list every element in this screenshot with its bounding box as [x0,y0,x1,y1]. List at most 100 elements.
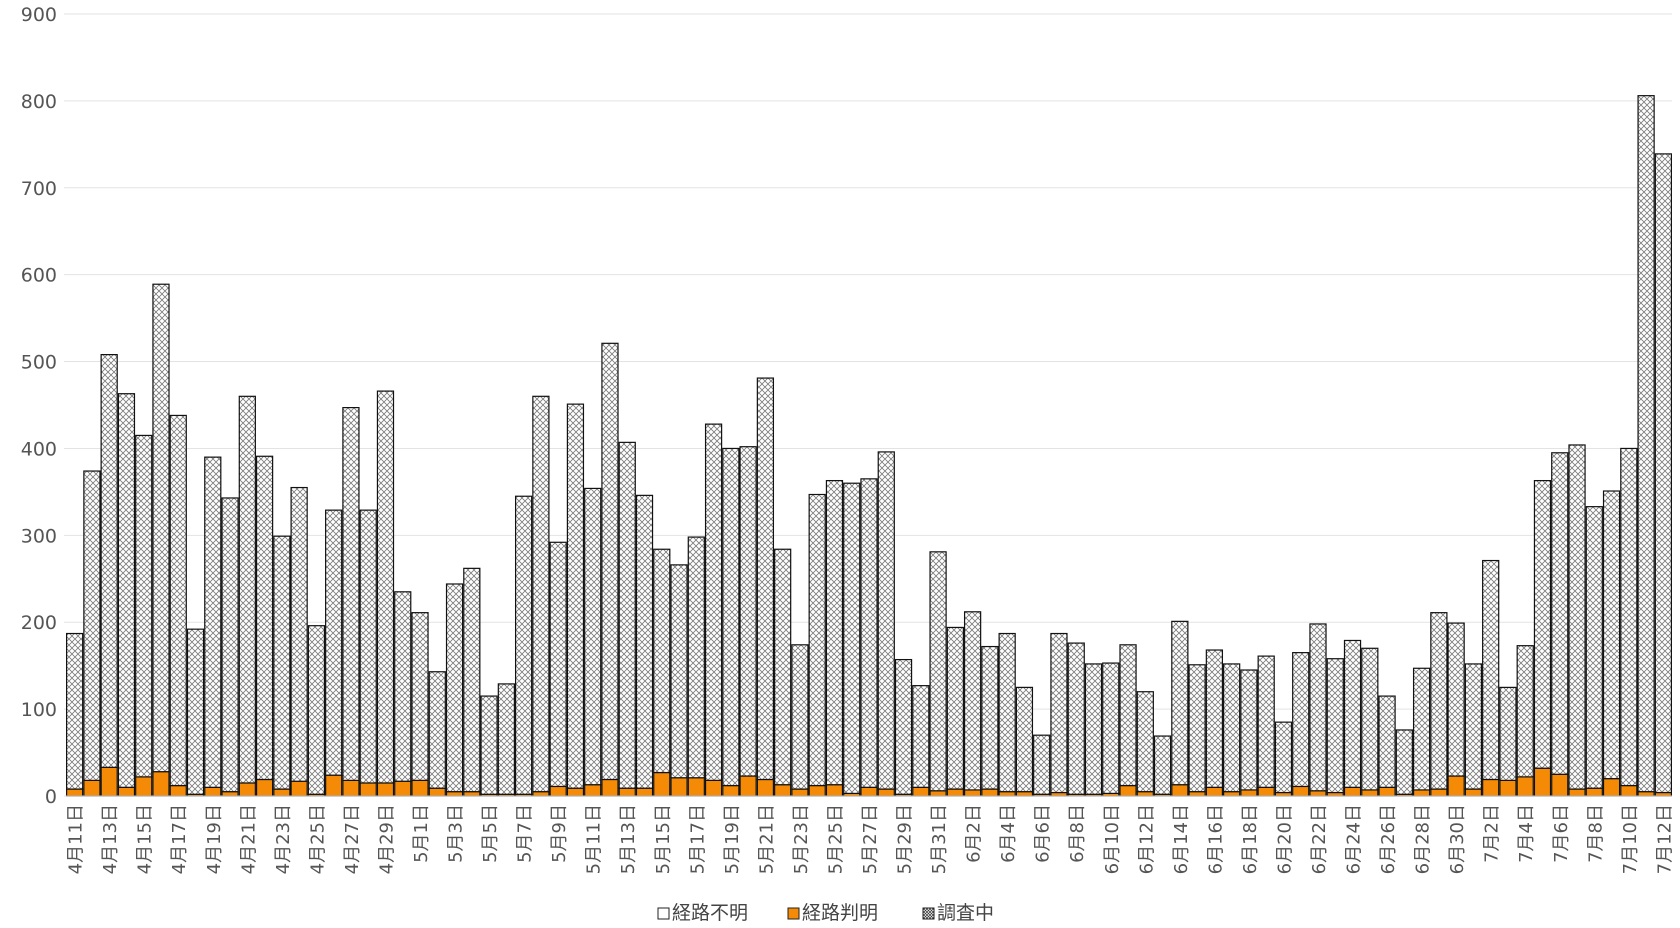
bar-segment [411,612,429,781]
bar-segment [1015,791,1034,797]
bar-segment [756,778,775,797]
legend-swatch [787,907,800,920]
bar-segment [1551,452,1569,775]
bar-segment [411,779,429,797]
bar-segment [1257,786,1275,797]
bar-segment [342,407,360,781]
bar-segment [1223,663,1241,793]
y-tick-label: 900 [21,4,57,26]
bar-segment [135,434,153,778]
x-tick-label: 4月21日 [238,804,259,874]
bar-segment [1240,789,1258,797]
bar-segment [825,479,844,786]
x-tick-label: 4月23日 [273,804,294,874]
bar-segment [635,494,654,789]
bar-segment [1309,790,1327,797]
bar-segment [946,788,964,797]
bar-segment [670,777,688,797]
x-tick-label: 7月10日 [1620,804,1641,874]
bar-segment [204,786,222,797]
bar-segment [1153,735,1172,795]
y-tick-label: 700 [21,178,57,200]
bar-segment [549,541,567,788]
bar-segment [376,390,395,784]
bar-segment [480,695,498,795]
bar-segment [376,782,395,797]
bar-segment [1257,655,1275,788]
x-tick-label: 7月2日 [1482,804,1503,863]
bar-segment [1430,788,1448,797]
bar-segment [1412,789,1431,797]
bar-segment [186,628,205,795]
x-tick-label: 5月27日 [860,804,881,874]
x-tick-label: 4月11日 [66,804,87,874]
x-tick-label: 6月28日 [1413,804,1434,874]
bar-segment [670,564,688,779]
bar-segment [566,403,585,789]
bar-segment [1223,791,1241,797]
x-tick-label: 6月22日 [1309,804,1330,874]
bar-segment [981,645,999,790]
bar-segment [532,395,550,793]
bar-segment [1585,506,1603,789]
bar-segment [1136,791,1154,797]
bar-segment [929,551,947,792]
x-axis-tick-labels: 4月11日 4月13日 4月15日 4月17日 4月19日 4月21日 4月23日 4月25日… [66,804,1676,874]
bar-segment [687,536,705,779]
x-tick-label: 5月1日 [411,804,432,863]
x-tick-label: 6月30日 [1447,804,1468,874]
bar-segment [791,644,809,790]
bar-segment [1205,786,1224,797]
bar-segment [687,777,705,797]
bar-segment [359,509,377,784]
bar-segment [238,395,256,784]
x-tick-label: 4月15日 [135,804,156,874]
bar-segment [963,611,982,791]
bar-segment [843,482,861,794]
x-tick-label: 5月15日 [653,804,674,874]
bar-segment [877,451,895,790]
x-tick-label: 5月5日 [480,804,501,863]
bar-segment [117,393,136,788]
bar-segment [117,786,136,797]
bar-segment [152,283,170,773]
bar-segment [325,509,343,776]
bar-segment [929,790,947,797]
bar-segment [1343,786,1362,797]
x-tick-label: 5月13日 [618,804,639,874]
y-tick-label: 600 [21,265,57,287]
x-tick-label: 5月17日 [687,804,708,874]
x-tick-label: 6月6日 [1033,804,1054,863]
bar-segment [1309,623,1327,792]
bar-segment [963,789,982,797]
bar-segment [1499,779,1517,797]
bar-segment [1447,775,1465,797]
bar-segment [1516,645,1534,778]
bar-segment [307,625,326,795]
y-tick-label: 800 [21,91,57,113]
x-tick-label: 5月7日 [515,804,536,863]
x-tick-label: 6月20日 [1274,804,1295,874]
legend-swatch [922,907,935,920]
bar-segment [169,414,187,787]
bar-segment [221,497,239,793]
bar-segment [618,787,636,797]
x-tick-label: 4月13日 [100,804,121,874]
bar-segment [1292,652,1310,788]
bar-segment [1188,664,1206,793]
bar-segment [877,788,895,797]
bar-segment [273,788,291,797]
bar-segment [65,788,84,797]
bar-segment [135,776,153,797]
bar-segment [1102,662,1120,794]
bar-segment [1033,734,1051,795]
x-tick-label: 7月6日 [1551,804,1572,863]
x-tick-label: 5月23日 [791,804,812,874]
y-tick-label: 200 [21,612,57,634]
bar-segment [1343,639,1362,788]
bar-segment [584,784,602,797]
bar-segment [584,487,602,786]
bar-segment [860,786,878,797]
bar-segment [290,780,308,797]
